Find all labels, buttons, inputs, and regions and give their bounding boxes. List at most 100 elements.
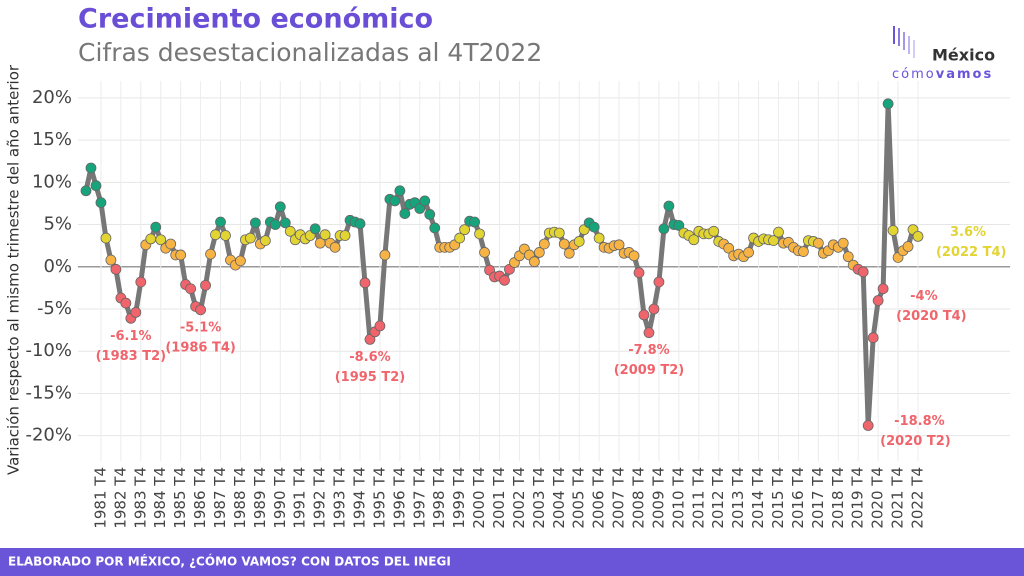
y-tick-label: -10% bbox=[25, 340, 72, 361]
x-tick-label: 1999 T4 bbox=[450, 467, 468, 529]
annotation-period: (2020 T2) bbox=[880, 434, 951, 449]
point bbox=[175, 249, 187, 261]
y-tick-label: -15% bbox=[25, 382, 72, 403]
x-tick-label: 1998 T4 bbox=[430, 467, 448, 529]
point bbox=[837, 237, 849, 249]
point bbox=[200, 279, 211, 291]
point bbox=[309, 223, 321, 235]
point bbox=[708, 225, 720, 237]
point bbox=[812, 237, 824, 249]
y-axis-label: Variación respecto al mismo trimestre de… bbox=[5, 64, 23, 475]
x-tick-label: 2007 T4 bbox=[610, 467, 628, 529]
point bbox=[638, 309, 650, 321]
point bbox=[902, 241, 914, 252]
point bbox=[588, 221, 600, 233]
chart-title: Crecimiento económico bbox=[78, 4, 433, 35]
point bbox=[842, 251, 854, 263]
point bbox=[877, 283, 889, 295]
point bbox=[768, 235, 779, 247]
point bbox=[85, 162, 97, 174]
x-tick-label: 1994 T4 bbox=[351, 467, 369, 529]
x-tick-label: 2013 T4 bbox=[729, 467, 747, 529]
x-tick-label: 1986 T4 bbox=[191, 467, 209, 529]
point bbox=[628, 250, 640, 262]
point bbox=[205, 248, 216, 260]
x-tick-label: 2001 T4 bbox=[490, 467, 508, 529]
point bbox=[145, 233, 157, 245]
point bbox=[379, 249, 391, 261]
x-tick-label: 2014 T4 bbox=[749, 467, 767, 529]
x-tick-label: 2004 T4 bbox=[550, 467, 568, 529]
point bbox=[867, 332, 879, 344]
point bbox=[613, 239, 625, 251]
x-tick-label: 2020 T4 bbox=[869, 467, 887, 529]
point bbox=[479, 247, 490, 258]
y-tick-label: -5% bbox=[37, 298, 72, 319]
x-tick-label: 2002 T4 bbox=[510, 467, 528, 529]
x-tick-label: 1981 T4 bbox=[91, 467, 109, 529]
point bbox=[798, 246, 809, 257]
point bbox=[329, 241, 341, 253]
point bbox=[389, 195, 401, 207]
point bbox=[359, 277, 371, 289]
point bbox=[419, 195, 431, 207]
x-tick-label: 1982 T4 bbox=[111, 467, 129, 529]
x-tick-label: 2021 T4 bbox=[889, 467, 907, 529]
y-tick-label: 5% bbox=[43, 214, 72, 235]
point bbox=[135, 276, 147, 288]
point bbox=[245, 232, 256, 244]
x-tick-label: 2011 T4 bbox=[689, 467, 707, 529]
chart-subtitle: Cifras desestacionalizadas al 4T2022 bbox=[78, 38, 542, 67]
point bbox=[474, 228, 485, 240]
x-tick-label: 2003 T4 bbox=[530, 467, 548, 529]
point bbox=[872, 295, 884, 306]
point bbox=[339, 230, 351, 241]
point bbox=[155, 234, 167, 246]
y-tick-label: 15% bbox=[32, 129, 72, 150]
point bbox=[165, 238, 177, 250]
point bbox=[673, 219, 685, 231]
x-tick-label: 1987 T4 bbox=[211, 467, 229, 529]
point bbox=[424, 209, 436, 220]
point bbox=[773, 226, 784, 238]
point bbox=[364, 333, 376, 345]
x-tick-label: 1985 T4 bbox=[171, 467, 189, 529]
x-tick-label: 2019 T4 bbox=[849, 467, 867, 529]
x-tick-label: 2015 T4 bbox=[769, 467, 787, 529]
point bbox=[319, 229, 331, 241]
point bbox=[220, 230, 231, 241]
x-tick-label: 1991 T4 bbox=[291, 467, 309, 529]
annotation-period: (1983 T2) bbox=[96, 349, 167, 364]
annotation-value: -18.8% bbox=[894, 414, 945, 429]
point bbox=[110, 263, 122, 275]
point bbox=[887, 225, 899, 236]
point bbox=[633, 267, 645, 279]
point bbox=[857, 266, 869, 278]
point bbox=[150, 221, 162, 233]
point bbox=[499, 274, 510, 286]
x-tick-label: 1996 T4 bbox=[390, 467, 408, 529]
point bbox=[414, 203, 426, 214]
x-tick-label: 2005 T4 bbox=[570, 467, 588, 529]
x-tick-label: 2008 T4 bbox=[630, 467, 648, 529]
annotation-value: 3.6% bbox=[950, 225, 986, 240]
point bbox=[862, 420, 874, 431]
x-tick-label: 1989 T4 bbox=[251, 467, 269, 529]
point bbox=[573, 236, 585, 247]
annotation-value: -5.1% bbox=[180, 320, 221, 335]
point bbox=[469, 216, 480, 228]
x-tick-label: 1993 T4 bbox=[331, 467, 349, 529]
x-tick-label: 2012 T4 bbox=[709, 467, 727, 529]
annotation-value: -6.1% bbox=[110, 329, 151, 344]
x-tick-label: 1984 T4 bbox=[151, 467, 169, 529]
x-tick-label: 2010 T4 bbox=[669, 467, 687, 529]
x-tick-label: 1997 T4 bbox=[410, 467, 428, 529]
x-tick-label: 2017 T4 bbox=[809, 467, 827, 529]
annotation-period: (1986 T4) bbox=[165, 340, 236, 355]
x-tick-label: 1995 T4 bbox=[370, 467, 388, 529]
x-tick-label: 2009 T4 bbox=[649, 467, 667, 529]
annotation-value: -4% bbox=[910, 289, 937, 304]
logo: México cómovamos bbox=[892, 26, 995, 82]
x-tick-label: 2018 T4 bbox=[829, 467, 847, 529]
